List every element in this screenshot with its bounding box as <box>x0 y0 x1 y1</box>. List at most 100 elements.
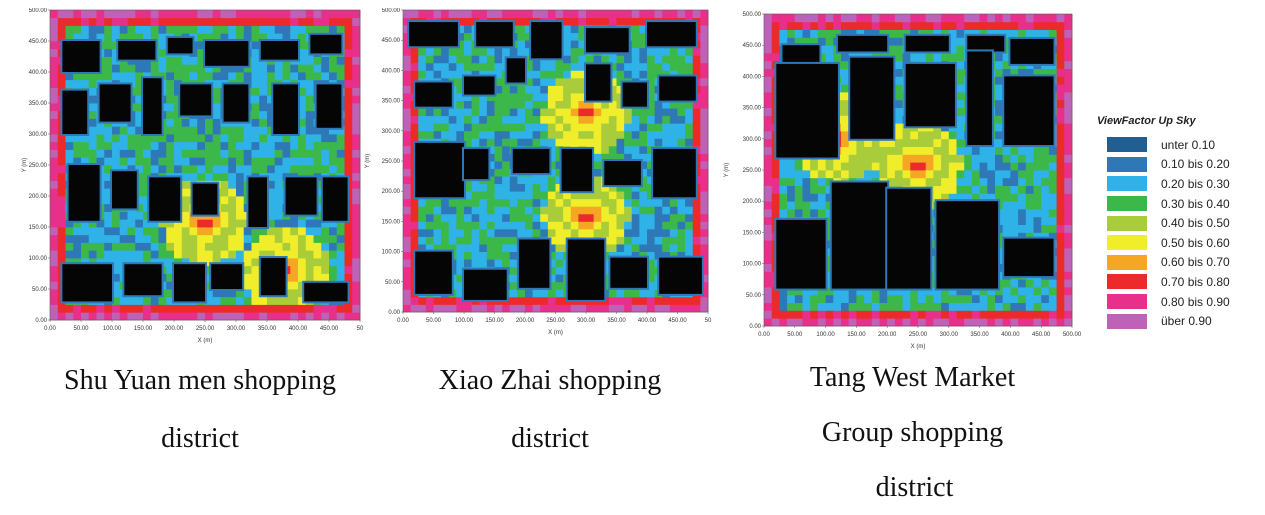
heatmap-cell <box>456 304 464 312</box>
heatmap-cell <box>632 116 640 124</box>
heatmap-cell <box>267 165 275 173</box>
heatmap-cell <box>764 295 772 303</box>
heatmap-cell <box>764 37 772 45</box>
heatmap-cell <box>764 318 772 326</box>
heatmap-cell <box>810 193 818 201</box>
heatmap-cell <box>1010 170 1018 178</box>
heatmap-cell <box>283 157 291 165</box>
heatmap-cell <box>571 63 579 71</box>
heatmap-cell <box>159 157 167 165</box>
heatmap-cell <box>1057 30 1065 38</box>
heatmap-cell <box>779 170 787 178</box>
heatmap-cell <box>556 214 564 222</box>
heatmap-cell <box>980 22 988 30</box>
heatmap-cell <box>856 170 864 178</box>
heatmap-cell <box>632 40 640 48</box>
heatmap-cell <box>887 295 895 303</box>
heatmap-cell <box>345 250 353 258</box>
heatmap-cell <box>472 138 480 146</box>
heatmap-cell <box>1018 310 1026 318</box>
heatmap-cell <box>159 250 167 258</box>
heatmap-cell <box>918 162 926 170</box>
y-tick-label: 200.00 <box>382 189 401 195</box>
heatmap-cell <box>472 116 480 124</box>
heatmap-cell <box>174 150 182 158</box>
heatmap-cell <box>495 131 503 139</box>
heatmap-cell <box>298 10 306 18</box>
heatmap-cell <box>298 18 306 26</box>
heatmap-cell <box>517 101 525 109</box>
heatmap-cell <box>182 173 190 181</box>
heatmap-cell <box>517 86 525 94</box>
heatmap-cell <box>772 310 780 318</box>
heatmap-cell <box>120 250 128 258</box>
y-tick-label: 350.00 <box>382 99 401 105</box>
heatmap-cell <box>89 126 97 134</box>
heatmap-cell <box>464 40 472 48</box>
heatmap-cell <box>441 123 449 131</box>
heatmap-cell <box>50 80 58 88</box>
heatmap-cell <box>441 63 449 71</box>
heatmap-cell <box>624 70 632 78</box>
heatmap-cell <box>418 221 426 229</box>
heatmap-cell <box>517 131 525 139</box>
heatmap-cell <box>58 235 66 243</box>
heatmap-cell <box>818 209 826 217</box>
heatmap-cell <box>693 206 701 214</box>
heatmap-cell <box>472 131 480 139</box>
heatmap-cell <box>1049 279 1057 287</box>
heatmap-cell <box>1057 217 1065 225</box>
heatmap-cell <box>151 305 159 313</box>
heatmap-cell <box>957 76 965 84</box>
heatmap-cell <box>772 22 780 30</box>
heatmap-cell <box>159 64 167 72</box>
heatmap-cell <box>456 48 464 56</box>
heatmap-cell <box>128 64 136 72</box>
heatmap-cell <box>213 103 221 111</box>
heatmap-cell <box>456 252 464 260</box>
heatmap-cell <box>525 184 533 192</box>
heatmap-cell <box>479 63 487 71</box>
heatmap-cell <box>540 176 548 184</box>
heatmap-cell <box>329 250 337 258</box>
heatmap-cell <box>418 108 426 116</box>
heatmap-cell <box>1026 30 1034 38</box>
heatmap-cell <box>818 178 826 186</box>
heatmap-cell <box>464 237 472 245</box>
heatmap-cell <box>964 186 972 194</box>
heatmap-cell <box>89 10 97 18</box>
heatmap-cell <box>418 237 426 245</box>
heatmap-cell <box>205 312 213 320</box>
heatmap-cell <box>787 201 795 209</box>
heatmap-cell <box>957 37 965 45</box>
building <box>519 240 550 288</box>
heatmap-cell <box>244 165 252 173</box>
heatmap-cell <box>601 10 609 18</box>
heatmap-cell <box>1057 162 1065 170</box>
heatmap-cell <box>128 219 136 227</box>
heatmap-cell <box>50 297 58 305</box>
heatmap-cell <box>495 153 503 161</box>
heatmap-cell <box>957 14 965 22</box>
heatmap-cell <box>487 206 495 214</box>
heatmap-cell <box>104 10 112 18</box>
heatmap-cell <box>159 18 167 26</box>
heatmap-cell <box>403 297 411 305</box>
heatmap-cell <box>779 22 787 30</box>
heatmap-cell <box>120 312 128 320</box>
heatmap-cell <box>298 142 306 150</box>
heatmap-cell <box>772 37 780 45</box>
heatmap-cell <box>594 146 602 154</box>
heatmap-cell <box>244 243 252 251</box>
heatmap-cell <box>662 237 670 245</box>
heatmap-cell <box>700 237 708 245</box>
heatmap-cell <box>887 147 895 155</box>
heatmap-cell <box>1026 287 1034 295</box>
heatmap-cell <box>895 30 903 38</box>
heatmap-cell <box>864 170 872 178</box>
heatmap-cell <box>540 184 548 192</box>
heatmap-cell <box>556 229 564 237</box>
heatmap-cell <box>662 10 670 18</box>
heatmap-cell <box>887 170 895 178</box>
heatmap-cell <box>182 235 190 243</box>
